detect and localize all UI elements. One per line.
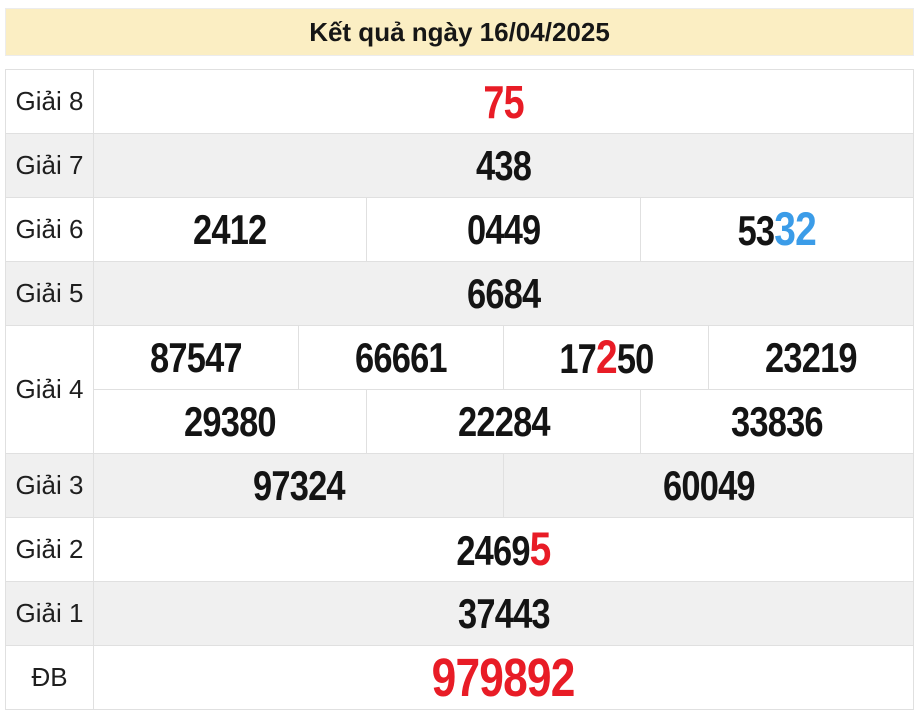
prize-number-part: 6684	[466, 269, 541, 317]
prize-number: 5332	[737, 202, 817, 256]
prize-number: 979892	[432, 647, 576, 708]
prize-number: 33836	[730, 397, 823, 445]
prize-label: Giải 3	[5, 453, 94, 518]
prize-row-giai-4a: Giải 4 87547 66661 17250 23219	[5, 325, 915, 454]
prize-row-giai-6: Giải 6 2412 0449 5332	[5, 197, 915, 262]
prize-number: 97324	[252, 461, 345, 509]
prize-number-part: 75	[483, 75, 524, 128]
prize-row-giai-1: Giải 1 37443	[5, 581, 914, 646]
results-table: Giải 8 75 Giải 7 438 Giải 6 2412 0449	[5, 69, 915, 710]
prize-number-part: 22284	[457, 397, 550, 445]
prize-number-part-highlight: 32	[774, 202, 816, 256]
prize-label: Giải 5	[5, 261, 94, 326]
prize-row-giai-7: Giải 7 438	[5, 133, 914, 198]
prize-number: 6684	[466, 269, 541, 317]
prize-number-part: 0449	[466, 205, 541, 253]
results-header: Kết quả ngày 16/04/2025	[5, 8, 914, 56]
prize-label: Giải 8	[5, 69, 94, 134]
prize-value-cell: 33836	[639, 389, 915, 454]
prize-value-cell: 22284	[366, 389, 641, 454]
prize-number: 17250	[558, 330, 654, 384]
prize-number: 2412	[193, 205, 267, 253]
prize-number-part: 33836	[730, 397, 823, 445]
prize-number-part: 50	[616, 334, 654, 382]
prize-number-part: 29380	[184, 397, 276, 445]
prize-number-part: 87547	[150, 333, 242, 381]
prize-label: Giải 6	[5, 197, 94, 262]
prize-value-cell: 24695	[93, 517, 914, 582]
prize-number-part: 438	[475, 141, 532, 189]
prize-number-part: 17	[558, 334, 596, 382]
prize-value-cell: 37443	[93, 581, 914, 646]
page-title: Kết quả ngày 16/04/2025	[309, 16, 610, 47]
prize-number-part: 60049	[662, 461, 755, 509]
prize-row-giai-8: Giải 8 75	[5, 69, 914, 134]
prize-number-part: 2469	[456, 526, 530, 574]
prize-label: Giải 2	[5, 517, 94, 582]
prize-number: 438	[475, 141, 532, 189]
prize-value-cell: 17250	[502, 325, 709, 390]
prize-value-cell: 75	[93, 69, 914, 134]
prize-number-part: 23219	[765, 333, 857, 381]
prize-value-cell: 5332	[639, 197, 915, 262]
prize-number: 23219	[765, 333, 857, 381]
prize-number: 29380	[184, 397, 276, 445]
prize-label: Giải 1	[5, 581, 94, 646]
prize-value-cell: 87547	[93, 325, 299, 390]
prize-value-cell: 60049	[502, 453, 915, 518]
prize-number: 87547	[150, 333, 242, 381]
prize-value-cell: 6684	[93, 261, 914, 326]
prize-value-cell: 438	[93, 133, 914, 198]
prize-number: 66661	[355, 333, 447, 381]
prize-row-giai-5: Giải 5 6684	[5, 261, 914, 326]
prize-number-part: 2412	[193, 205, 267, 253]
prize-number-part: 66661	[355, 333, 447, 381]
prize-number: 22284	[457, 397, 550, 445]
prize-number-part: 37443	[457, 589, 550, 637]
prize-row-db: ĐB 979892	[5, 645, 914, 710]
prize-number-part: 53	[737, 206, 775, 254]
prize-value-cell: 29380	[92, 389, 368, 454]
prize-row-giai-4b: 29380 22284 33836	[6, 389, 915, 454]
prize-number: 75	[483, 75, 524, 128]
prize-row-giai-2: Giải 2 24695	[5, 517, 914, 582]
prize-row-giai-3: Giải 3 97324 60049	[5, 453, 915, 518]
prize-number: 0449	[466, 205, 541, 253]
prize-value-cell: 0449	[366, 197, 641, 262]
prize-number: 37443	[457, 589, 550, 637]
prize-number-part-highlight: 5	[529, 522, 552, 576]
prize-number-part: 979892	[432, 647, 576, 708]
prize-value-cell: 66661	[297, 325, 504, 390]
prize-value-cell: 2412	[92, 197, 368, 262]
prize-number-part: 97324	[252, 461, 345, 509]
prize-label: Giải 7	[5, 133, 94, 198]
prize-value-cell: 979892	[93, 645, 914, 710]
prize-number: 60049	[662, 461, 755, 509]
prize-label: Giải 4	[5, 325, 94, 454]
prize-label: ĐB	[5, 645, 94, 710]
prize-value-cell: 23219	[707, 325, 915, 390]
prize-number: 24695	[456, 522, 552, 576]
prize-number-part-highlight: 2	[595, 330, 618, 384]
prize-value-cell: 97324	[93, 453, 504, 518]
